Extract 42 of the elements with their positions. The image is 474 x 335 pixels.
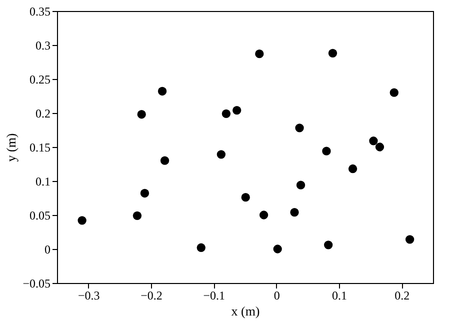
y-tick-label: 0.2 (36, 106, 50, 120)
point (137, 110, 146, 119)
point (390, 88, 398, 97)
point (78, 216, 86, 225)
point (222, 109, 231, 118)
x-tick-label: −0.2 (140, 288, 162, 302)
point (369, 136, 378, 146)
x-tick-label: 0.1 (332, 288, 347, 302)
x-tick-label: 0 (274, 288, 280, 302)
point (241, 193, 250, 202)
x-tick-label: 0.2 (394, 288, 410, 302)
point (328, 48, 338, 58)
point (295, 124, 304, 132)
x-tick-label: −0.1 (203, 288, 226, 302)
point (296, 180, 306, 190)
point (255, 50, 264, 58)
y-tick-label: −0.05 (22, 276, 50, 290)
y-axis-title: y (m) (4, 133, 19, 162)
point (259, 210, 268, 220)
y-tick-label: 0.15 (30, 140, 50, 154)
y-tick-label: 0.1 (36, 174, 50, 188)
y-tick-label: 0.35 (30, 4, 50, 18)
point (348, 164, 358, 174)
x-axis-title: x (m) (231, 304, 260, 318)
y-tick-label: 0 (44, 242, 50, 256)
point (132, 211, 142, 220)
point (375, 142, 384, 152)
y-tick-label: 0.05 (30, 208, 50, 222)
point (290, 208, 299, 217)
point (232, 106, 242, 115)
point (322, 146, 331, 156)
point (160, 156, 170, 165)
y-tick-label: 0.3 (36, 38, 50, 52)
point (216, 150, 226, 159)
x-tick-label: −0.3 (78, 288, 100, 302)
point (158, 86, 167, 96)
point (273, 244, 282, 254)
point (324, 240, 333, 250)
point (405, 235, 414, 244)
point (196, 243, 206, 252)
y-tick-label: 0.25 (30, 72, 50, 86)
point (140, 188, 150, 198)
